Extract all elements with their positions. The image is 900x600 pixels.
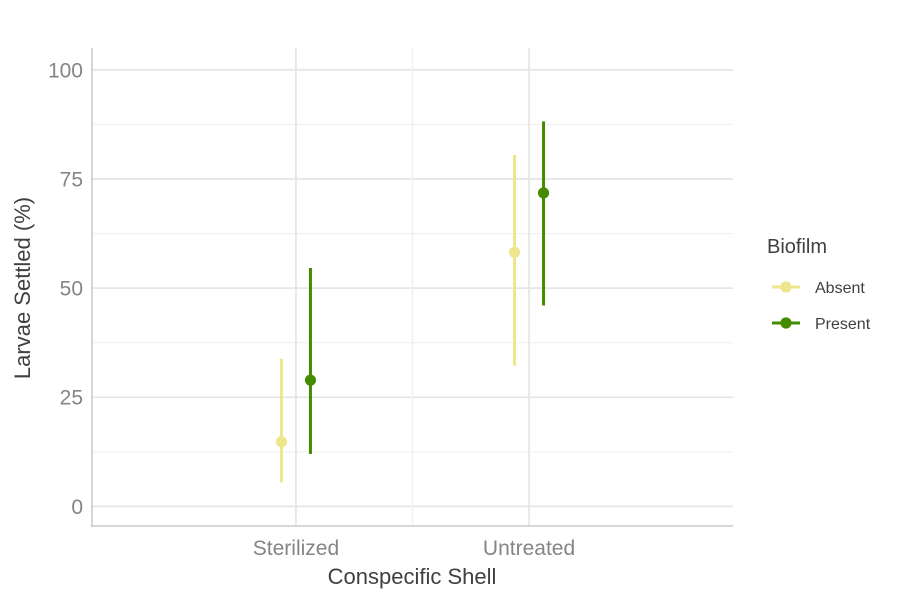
- y-ticks-layer: 0 25 50 75 100: [48, 59, 83, 519]
- data-point-absent: [508, 246, 521, 258]
- data-point-present: [304, 374, 317, 386]
- marks-layer: [275, 121, 550, 483]
- legend-title: Biofilm: [767, 236, 827, 258]
- legend-items: Absent Present: [772, 280, 871, 333]
- y-tick-label: 50: [60, 278, 83, 301]
- legend-key-point: [780, 317, 792, 329]
- legend-label-present: Present: [815, 316, 871, 333]
- legend-key-point: [780, 281, 792, 293]
- y-tick-label: 100: [48, 59, 83, 82]
- y-axis-title: Larvae Settled (%): [10, 197, 35, 379]
- y-tick-label: 25: [60, 387, 83, 410]
- legend: Biofilm Absent Present: [767, 236, 871, 333]
- data-point-present: [537, 187, 550, 199]
- y-tick-label: 0: [71, 496, 83, 519]
- legend-label-absent: Absent: [815, 280, 865, 297]
- x-ticks-layer: Sterilized Untreated: [253, 537, 575, 560]
- y-tick-label: 75: [60, 168, 83, 191]
- x-tick-label: Untreated: [483, 537, 575, 560]
- data-point-absent: [275, 436, 288, 448]
- x-tick-label: Sterilized: [253, 537, 339, 560]
- axes-layer: [91, 48, 733, 527]
- grid-layer: [92, 48, 733, 526]
- x-axis-title: Conspecific Shell: [328, 564, 497, 589]
